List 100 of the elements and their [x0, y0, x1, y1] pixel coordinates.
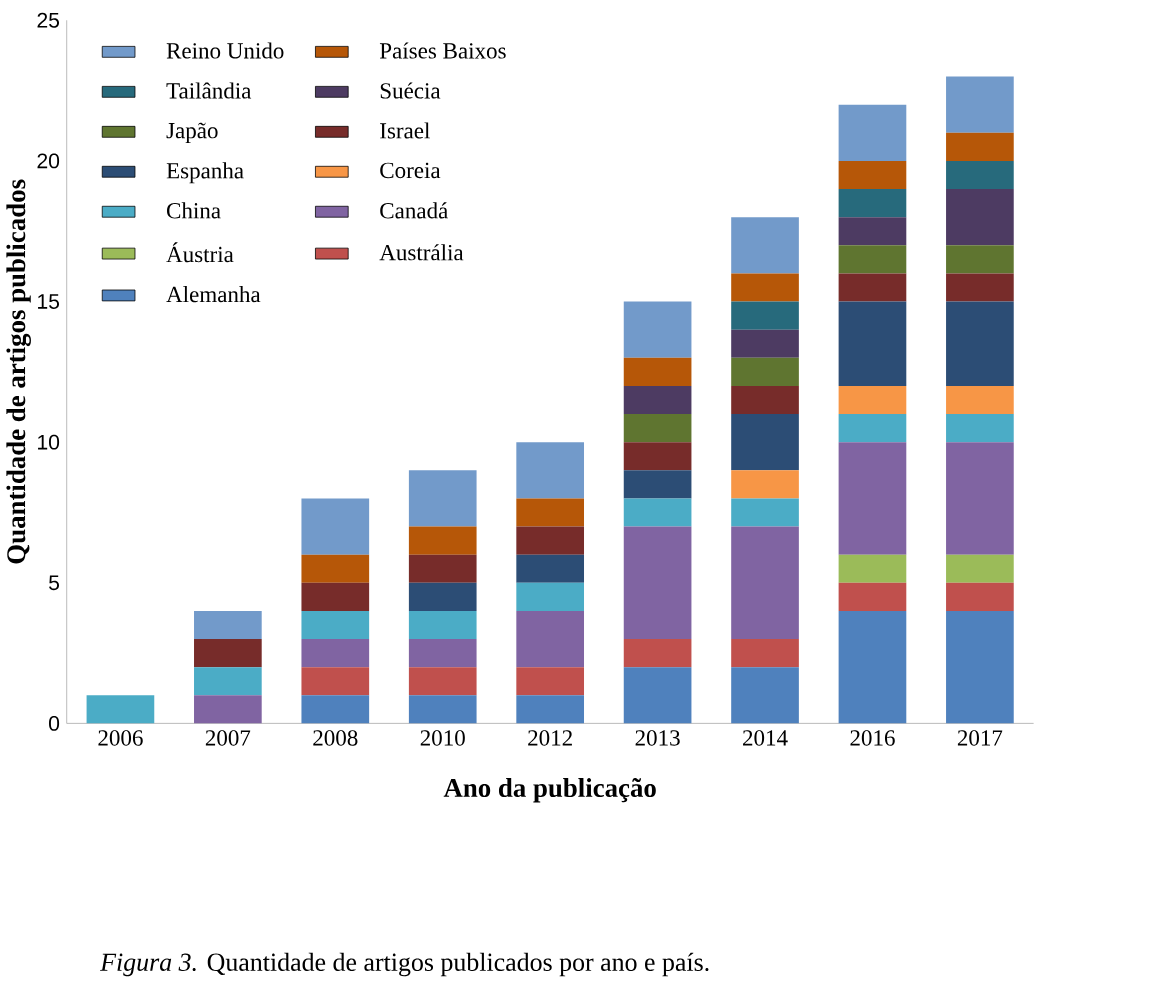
bar	[838, 104, 907, 162]
bar	[516, 667, 585, 696]
bar	[623, 386, 692, 415]
x-tick-label: 2017	[957, 730, 1003, 746]
bar	[623, 498, 692, 527]
bar	[301, 498, 370, 555]
bar	[946, 301, 1014, 387]
bar	[838, 217, 907, 246]
bar	[623, 442, 692, 471]
bar	[946, 554, 1014, 583]
bar	[408, 470, 477, 527]
bar	[731, 498, 799, 527]
bar	[301, 667, 370, 696]
bar	[194, 639, 262, 668]
bar	[946, 386, 1014, 415]
bar	[408, 526, 477, 555]
y-tick-label: 5	[49, 575, 60, 591]
y-tick-label: 25	[37, 13, 60, 28]
legend-label: Israel	[380, 122, 430, 139]
legend-label: Alemanha	[166, 286, 261, 303]
bar	[301, 695, 370, 724]
bar	[516, 554, 585, 583]
bar	[731, 639, 799, 668]
y-axis-title: Quantidade de artigos publicados	[6, 179, 31, 564]
legend-label: Austrália	[379, 244, 464, 261]
bar	[301, 611, 370, 640]
legend-label: Suécia	[380, 82, 441, 99]
bar	[946, 273, 1014, 302]
bar	[946, 132, 1014, 162]
bar	[946, 611, 1014, 724]
bar	[731, 470, 799, 499]
bar	[516, 498, 585, 527]
bar	[946, 442, 1014, 555]
bar	[301, 582, 370, 612]
y-tick-label: 0	[49, 716, 60, 732]
bar	[731, 273, 799, 302]
y-tick-label: 20	[37, 153, 60, 169]
bar	[301, 554, 370, 583]
bar	[731, 329, 799, 358]
bar	[516, 526, 585, 555]
bar	[838, 273, 907, 302]
bar	[623, 414, 692, 443]
legend-label: Países Baixos	[379, 42, 506, 59]
x-tick-label: 2012	[528, 730, 572, 746]
bar	[838, 386, 907, 415]
bar	[408, 554, 477, 583]
bar	[623, 639, 692, 668]
bar	[731, 357, 799, 387]
bar	[731, 526, 799, 640]
bar	[838, 414, 907, 443]
bar	[408, 667, 477, 696]
bar	[838, 161, 907, 190]
bar	[516, 611, 585, 668]
bar	[946, 76, 1014, 133]
x-tick-label: 2008	[313, 730, 358, 746]
bar	[946, 161, 1014, 190]
legend-label: Japão	[166, 122, 218, 144]
bar	[838, 301, 907, 387]
x-tick-label: 2010	[420, 730, 465, 746]
bar	[408, 582, 477, 612]
bar	[408, 639, 477, 668]
bar	[838, 611, 907, 724]
bar	[731, 414, 799, 471]
bar	[516, 582, 585, 612]
bar	[623, 667, 692, 724]
x-tick-label: 2016	[850, 730, 895, 746]
bar	[194, 667, 262, 696]
legend-label: China	[167, 202, 221, 219]
x-tick-label: 2007	[205, 730, 251, 746]
x-tick-label: 2006	[98, 730, 143, 746]
x-axis-title: Ano da publicação	[443, 778, 656, 803]
bar	[838, 189, 907, 218]
bar	[731, 667, 799, 724]
bar	[623, 301, 692, 358]
bar	[838, 245, 907, 274]
text: Figura 3. Quantidade de artigos publicados por ano e país.	[100, 952, 709, 977]
legend-label: Áustria	[166, 242, 234, 263]
bar	[408, 695, 477, 724]
bar	[838, 442, 907, 555]
bar	[946, 582, 1014, 612]
bar	[731, 217, 799, 274]
legend-label: Canadá	[380, 202, 448, 219]
legend-label: Reino Unido	[166, 42, 284, 59]
y-tick-label: 10	[38, 434, 60, 450]
bar	[623, 526, 692, 640]
bar	[731, 386, 799, 415]
bar	[86, 695, 155, 724]
bar	[301, 639, 370, 668]
bar	[516, 695, 585, 724]
bar	[946, 245, 1014, 274]
legend-label: Espanha	[166, 162, 244, 184]
bar	[408, 611, 477, 640]
bar	[516, 442, 585, 499]
bar	[946, 414, 1014, 443]
y-tick-label: 15	[38, 294, 60, 310]
bar	[838, 554, 907, 583]
bar	[623, 470, 692, 499]
bar	[731, 301, 799, 330]
x-tick-label: 2013	[635, 730, 680, 746]
bar	[838, 582, 907, 612]
